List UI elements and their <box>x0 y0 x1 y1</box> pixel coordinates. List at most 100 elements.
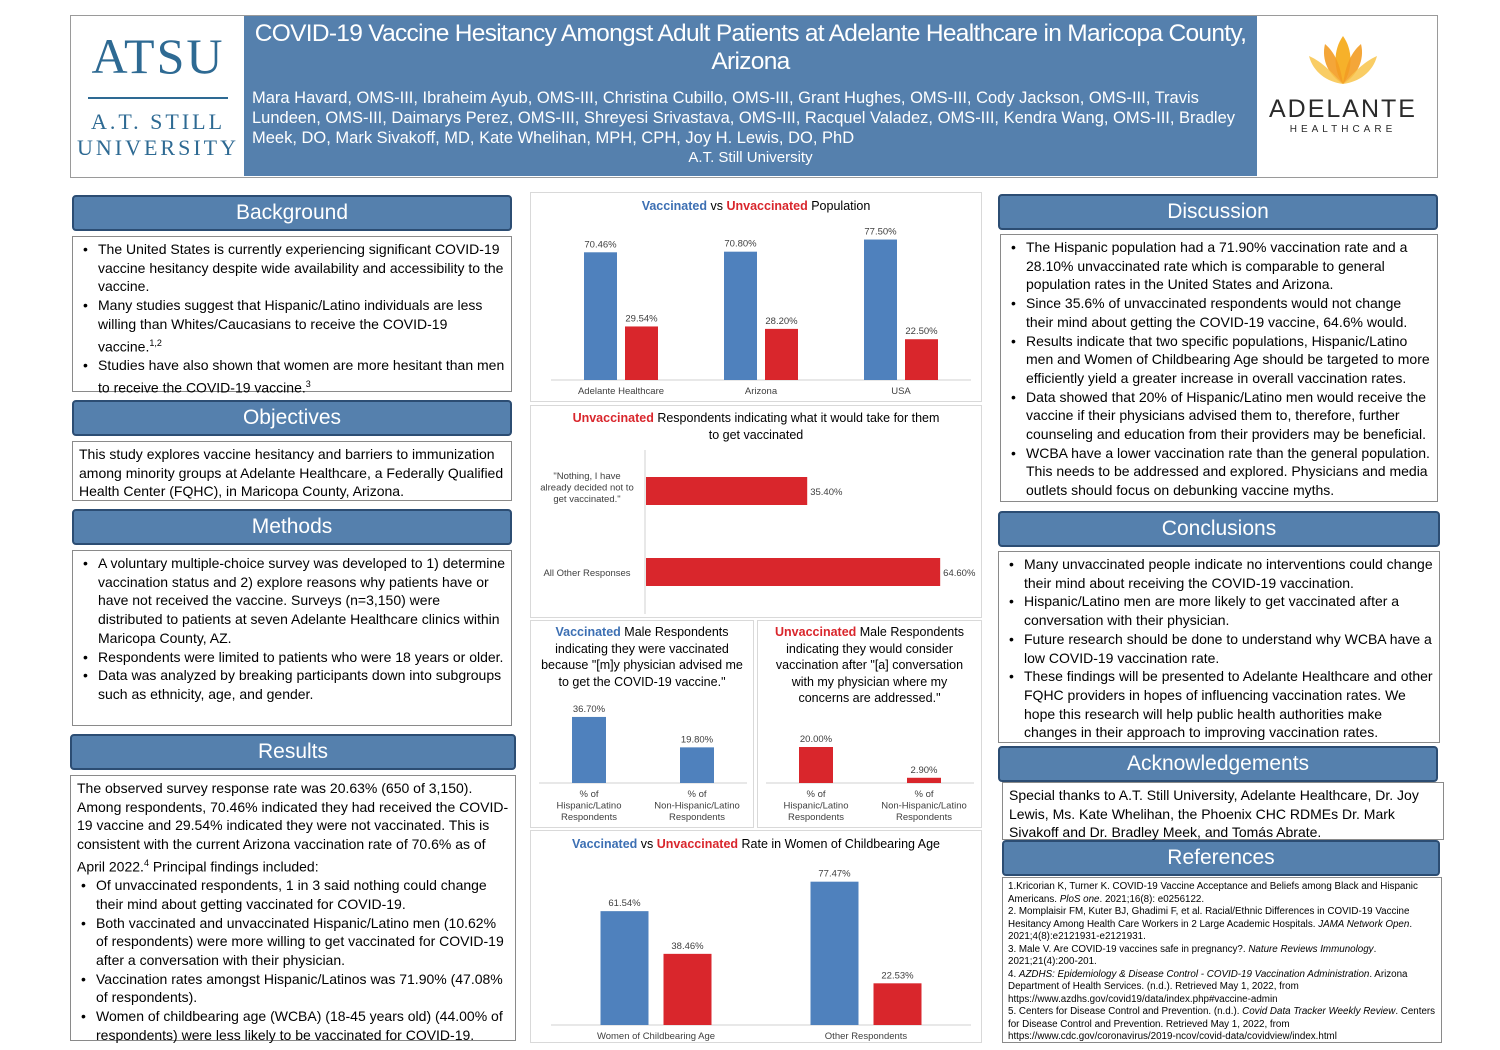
bar-vaccinated <box>724 251 757 380</box>
category-label: Arizona <box>745 386 778 397</box>
chart-vaccinated-male: Vaccinated Male Respondents indicating t… <box>530 620 754 828</box>
category-label: Women of Childbearing Age <box>597 1031 715 1042</box>
category-label: already decided not to <box>540 483 633 494</box>
data-label: 22.50% <box>905 326 938 337</box>
category-label: Respondents <box>788 812 844 823</box>
reference-item: 3. Male V. Are COVID-19 vaccines safe in… <box>1008 943 1377 968</box>
chart-population-plot: 70.46% 29.54% Adelante Healthcare 70.80% 28.… <box>551 227 971 397</box>
results-heading: Results <box>70 734 516 770</box>
list-item: Many unvaccinated people indicate no int… <box>1005 555 1433 592</box>
data-label: 61.54% <box>608 898 641 909</box>
chart-unvaccinated-reasons-title: Unvaccinated Respondents indicating what… <box>572 411 940 442</box>
data-label: 20.00% <box>800 734 833 745</box>
bar <box>907 777 941 783</box>
category-label: Non-Hispanic/Latino <box>881 801 967 812</box>
list-item: Women of childbearing age (WCBA) (18-45 … <box>77 1007 509 1044</box>
objectives-box: This study explores vaccine hesitancy an… <box>72 441 512 501</box>
category-label: USA <box>891 386 911 397</box>
chart-unvaccinated-reasons: Unvaccinated Respondents indicating what… <box>530 405 982 618</box>
reference-item: 5. Centers for Disease Control and Preve… <box>1008 1006 1436 1042</box>
list-item: Studies have also shown that women are m… <box>79 356 505 397</box>
bar-vaccinated <box>584 252 617 380</box>
background-box: The United States is currently experienc… <box>72 236 512 395</box>
title-band: COVID-19 Vaccine Hesitancy Amongst Adult… <box>244 16 1257 203</box>
bar-unvaccinated <box>765 328 798 380</box>
poster-title: COVID-19 Vaccine Hesitancy Amongst Adult… <box>254 20 1247 75</box>
data-label: 70.80% <box>724 239 757 250</box>
data-label: 19.80% <box>681 734 714 745</box>
adelante-logo-name: ADELANTE <box>1269 95 1417 123</box>
bar-vaccinated <box>864 239 897 380</box>
references-heading: References <box>1002 840 1440 876</box>
data-label: 28.20% <box>765 316 798 327</box>
data-label: 29.54% <box>625 313 658 324</box>
references-box: 1.Kricorian K, Turner K. COVID-19 Vaccin… <box>1002 877 1442 1043</box>
category-label: Respondents <box>669 812 725 823</box>
chart-wcba-title: Vaccinated vs Unvaccinated Rate in Women… <box>571 837 941 851</box>
reference-item: 4. AZDHS: Epidemiology & Disease Control… <box>1008 968 1408 1005</box>
reference-item: 2. Momplaisir FM, Kuter BJ, Ghadimi F, e… <box>1008 906 1413 942</box>
results-box: The observed survey response rate was 20… <box>70 775 516 1044</box>
bar-vaccinated <box>810 881 859 1025</box>
bar-unvaccinated <box>646 477 808 505</box>
data-label: 77.50% <box>864 227 897 238</box>
chart-wcba: Vaccinated vs Unvaccinated Rate in Women… <box>530 830 982 1043</box>
category-label: % of <box>579 789 598 800</box>
list-item: These findings will be presented to Adel… <box>1005 667 1433 742</box>
category-label: Other Respondents <box>825 1031 908 1042</box>
list-item: Hispanic/Latino men are more likely to g… <box>1005 592 1433 629</box>
list-item: Future research should be done to unders… <box>1005 630 1433 667</box>
atsu-logo-line1: A.T. STILL <box>90 109 226 134</box>
background-heading: Background <box>72 195 512 231</box>
bar-unvaccinated <box>905 339 938 380</box>
list-item: Since 35.6% of unvaccinated respondents … <box>1007 294 1431 331</box>
results-intro: The observed survey response rate was 20… <box>77 780 509 875</box>
category-label: Hispanic/Latino <box>557 801 622 812</box>
category-label: Non-Hispanic/Latino <box>654 801 740 812</box>
acknowledgements-text: Special thanks to A.T. Still University,… <box>1009 787 1419 841</box>
list-item: Data showed that 20% of Hispanic/Latino … <box>1007 388 1431 444</box>
bar-vaccinated <box>600 911 649 1025</box>
lotus-icon <box>1309 36 1377 84</box>
adelante-logo-sub: HEALTHCARE <box>1289 124 1397 135</box>
chart-unvaccinated-male-plot: 20.00%% ofHispanic/LatinoRespondents2.90… <box>766 734 974 823</box>
list-item: Many studies suggest that Hispanic/Latin… <box>79 296 505 356</box>
chart-vaccinated-male-plot: 36.70%% ofHispanic/LatinoRespondents19.8… <box>539 705 747 823</box>
bar-unvaccinated <box>663 953 712 1025</box>
bar-unvaccinated <box>625 326 658 380</box>
bar <box>572 716 606 783</box>
chart-unvaccinated-male: Unvaccinated Male Respondents indicating… <box>757 620 982 828</box>
category-label: % of <box>806 789 825 800</box>
list-item: Vaccination rates amongst Hispanic/Latin… <box>77 970 509 1007</box>
category-label: get vaccinated." <box>553 494 620 505</box>
atsu-logo-line2: UNIVERSITY <box>77 135 239 160</box>
atsu-logo-rule <box>88 97 228 99</box>
data-label: 36.70% <box>573 705 606 715</box>
methods-box: A voluntary multiple-choice survey was d… <box>72 550 512 726</box>
list-item: Respondents were limited to patients who… <box>79 648 505 667</box>
adelante-logo: ADELANTE HEALTHCARE <box>1258 30 1428 170</box>
bar <box>680 747 714 783</box>
methods-heading: Methods <box>72 509 512 545</box>
bar <box>799 747 833 783</box>
conclusions-box: Many unvaccinated people indicate no int… <box>998 551 1440 743</box>
atsu-logo-text: ATSU <box>91 28 225 84</box>
chart-population-title: Vaccinated vs Unvaccinated Population <box>641 199 871 213</box>
acknowledgements-box: Special thanks to A.T. Still University,… <box>1002 782 1444 840</box>
data-label: 77.47% <box>818 869 851 880</box>
list-item: Both vaccinated and unvaccinated Hispani… <box>77 914 509 970</box>
category-label: % of <box>687 789 706 800</box>
category-label: All Other Responses <box>543 568 630 579</box>
discussion-heading: Discussion <box>998 194 1438 230</box>
chart-vaccinated-male-title: Vaccinated Male Respondents indicating t… <box>541 625 743 689</box>
chart-population: Vaccinated vs Unvaccinated Population 70… <box>530 192 982 402</box>
category-label: Respondents <box>561 812 617 823</box>
list-item: WCBA have a lower vaccination rate than … <box>1007 444 1431 500</box>
chart-unvaccinated-male-title: Unvaccinated Male Respondents indicating… <box>775 625 964 705</box>
list-item: The Hispanic population had a 71.90% vac… <box>1007 238 1431 294</box>
data-label: 70.46% <box>584 239 617 250</box>
atsu-logo: ATSU A.T. STILL UNIVERSITY <box>72 17 244 175</box>
objectives-heading: Objectives <box>72 400 512 436</box>
bar-unvaccinated <box>873 983 922 1025</box>
